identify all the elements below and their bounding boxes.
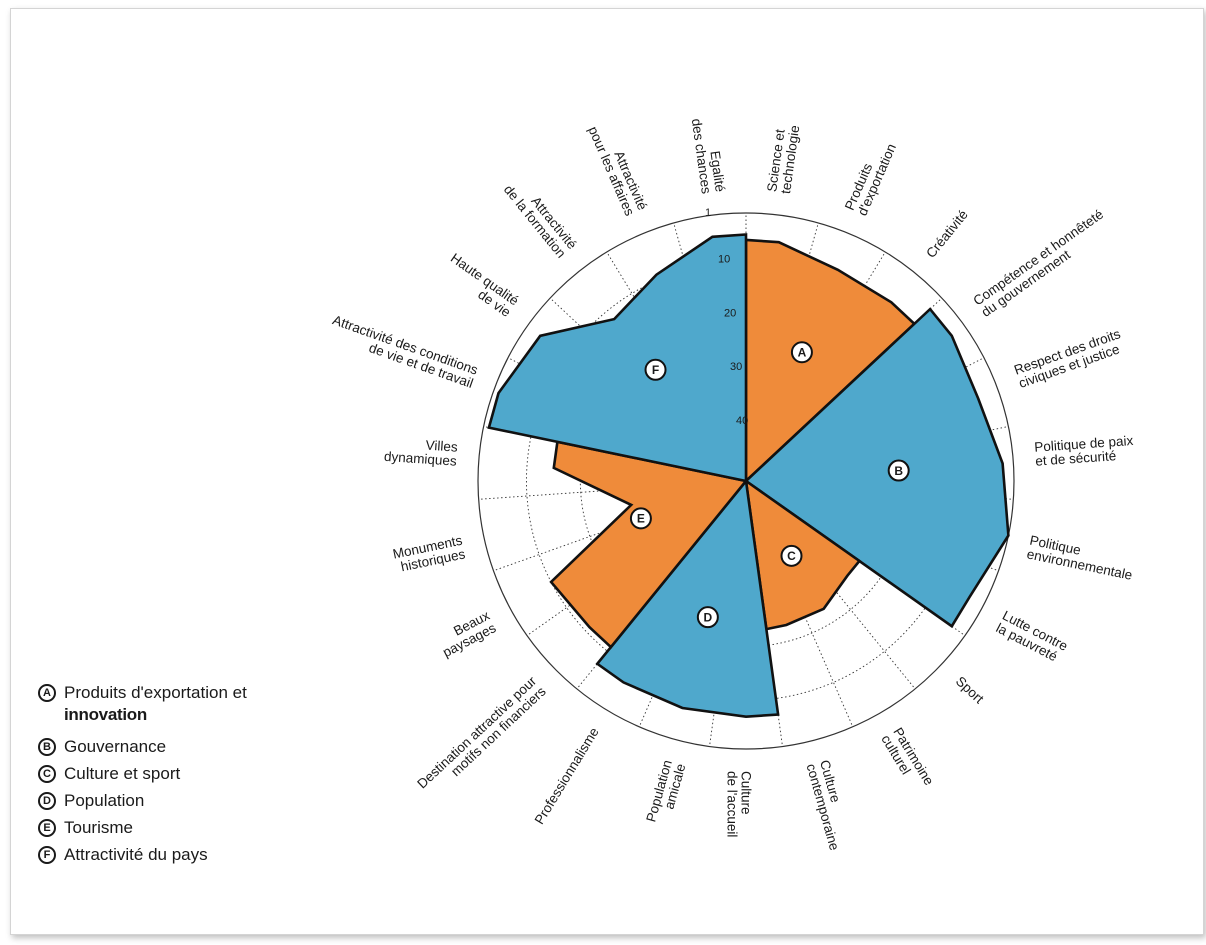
legend-text-main: Tourisme: [64, 818, 133, 837]
legend-item-b: B Gouvernance: [38, 736, 247, 763]
legend-badge: F: [38, 846, 56, 864]
badge-circle: [780, 544, 803, 567]
group-polygon-f: [487, 233, 748, 483]
legend-text-main: Culture et sport: [64, 764, 181, 783]
group-polygon-d: [595, 477, 780, 719]
group-badges: A B C D E F: [629, 341, 910, 629]
legend-text: Population: [64, 790, 144, 812]
badge-letter: F: [652, 363, 659, 377]
badge-circle: [644, 358, 667, 381]
legend-text-main: Population: [64, 791, 145, 810]
axis-label-line: dynamiques: [384, 449, 458, 469]
badge-letter: A: [798, 345, 807, 359]
axis-label-line: Culture: [739, 771, 754, 815]
axis-label-line: Compétence et honnêteté: [971, 207, 1107, 309]
axis-label: Créativité: [923, 207, 971, 261]
legend-text: Produits d'exportation et innovation: [64, 682, 247, 726]
group-badge-f: F: [644, 358, 667, 381]
legend-badge: C: [38, 765, 56, 783]
legend-badge: B: [38, 738, 56, 756]
axis-label-line: Créativité: [923, 207, 971, 261]
axis-label-line: Destination attractive pour: [414, 673, 539, 791]
axis-label-line: Egalité: [707, 150, 727, 193]
axis-label: Sport: [953, 673, 987, 706]
badge-circle: [696, 606, 719, 629]
scale-ticks: 1 10 20 30 40: [705, 207, 748, 427]
scale-tick-label: 10: [718, 253, 730, 265]
axis-label-line: Professionnalisme: [532, 725, 602, 827]
badge-circle: [887, 459, 910, 482]
axis-label-line: Sport: [953, 673, 987, 706]
scale-tick-label: 20: [724, 307, 736, 319]
badge-circle: [629, 507, 652, 530]
scale-tick-label: 40: [736, 415, 748, 427]
legend-text-main: Gouvernance: [64, 737, 167, 756]
legend-item-d: D Population: [38, 790, 247, 817]
legend-text: Tourisme: [64, 817, 133, 839]
legend-text-bold: innovation: [64, 705, 147, 724]
axis-label-line: de l'accueil: [725, 771, 740, 837]
group-badge-c: C: [780, 544, 803, 567]
axis-label-line: et de sécurité: [1035, 448, 1117, 468]
group-badge-a: A: [790, 341, 813, 364]
legend-item-f: F Attractivité du pays: [38, 844, 247, 871]
axis-label: Professionnalisme: [532, 725, 602, 827]
axis-label-line: Politique de paix: [1034, 433, 1134, 455]
group-badge-b: B: [887, 459, 910, 482]
badge-letter: B: [894, 464, 903, 478]
scale-tick-label: 30: [730, 361, 742, 373]
group-polygon-b: [743, 307, 1010, 629]
legend-item-a: A Produits d'exportation et innovation: [38, 682, 247, 736]
group-badge-e: E: [629, 507, 652, 530]
badge-letter: C: [787, 549, 796, 563]
legend-text: Gouvernance: [64, 736, 166, 758]
legend: A Produits d'exportation et innovation B Gou…: [38, 682, 247, 871]
legend-text-main: Produits d'exportation et: [64, 683, 247, 702]
legend-text: Culture et sport: [64, 763, 180, 785]
badge-letter: D: [704, 610, 713, 624]
scale-tick-label: 1: [705, 207, 711, 219]
badge-letter: E: [637, 512, 645, 526]
group-polygon-e: [549, 440, 749, 649]
legend-item-c: C Culture et sport: [38, 763, 247, 790]
group-badge-d: D: [696, 606, 719, 629]
legend-text-main: Attractivité du pays: [64, 845, 208, 864]
legend-item-e: E Tourisme: [38, 817, 247, 844]
legend-badge: A: [38, 684, 56, 702]
group-polygons: [487, 233, 1010, 719]
axis-label-line: motifs non financiers: [448, 684, 549, 780]
legend-text: Attractivité du pays: [64, 844, 208, 866]
axis-label-line: Attractivité des conditions: [331, 312, 480, 377]
legend-badge: E: [38, 819, 56, 837]
legend-badge: D: [38, 792, 56, 810]
badge-circle: [790, 341, 813, 364]
axis-label-line: Villes: [425, 438, 458, 455]
rank-ring: [477, 212, 1015, 750]
